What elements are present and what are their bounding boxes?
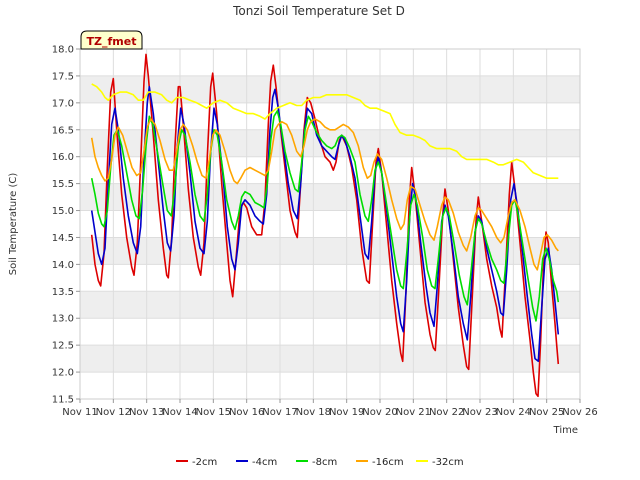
y-axis-label: Soil Temperature (C) [8, 173, 19, 276]
gridlines [79, 48, 581, 400]
y-tick-label: 16.0 [52, 152, 74, 163]
y-tick-label: 14.5 [52, 233, 74, 244]
y-axis-ticks: 11.5 12.0 12.5 13.0 13.5 14.0 14.5 15.0 15.5 16.0… [52, 45, 80, 406]
plot-band [80, 75, 580, 103]
y-tick-label: 15.5 [52, 179, 74, 190]
y-tick-label: 15.0 [52, 206, 74, 217]
x-tick-label: Nov 26 [562, 407, 597, 418]
x-tick-label: Nov 21 [396, 407, 431, 418]
x-tick-label: Nov 12 [96, 407, 131, 418]
plot-bands [80, 75, 580, 373]
legend-label: -32cm [432, 457, 464, 468]
series-line-8cmcm [90, 110, 560, 322]
series-line-32cmcm [91, 83, 559, 179]
x-tick-label: Nov 17 [262, 407, 297, 418]
x-axis-label: Time [553, 425, 578, 436]
series-line-2cmcm [90, 53, 560, 398]
legend-item: -4cm [236, 457, 277, 468]
x-tick-label: Nov 16 [229, 407, 264, 418]
x-tick-label: Nov 18 [296, 407, 331, 418]
x-tick-label: Nov 13 [129, 407, 164, 418]
legend-label: -8cm [312, 457, 337, 468]
series-lines [90, 53, 560, 398]
plot-frame [79, 48, 581, 400]
y-tick-label: 17.0 [52, 98, 74, 109]
plot-band [80, 345, 580, 373]
y-tick-label: 18.0 [52, 45, 74, 56]
x-tick-label: Nov 24 [496, 407, 531, 418]
legend-label: -4cm [252, 457, 277, 468]
y-tick-label: 12.0 [52, 368, 74, 379]
series-line-16cmcm [90, 118, 559, 271]
x-tick-label: Nov 22 [429, 407, 464, 418]
y-tick-label: 17.5 [52, 71, 74, 82]
plot-band [80, 237, 580, 265]
legend-item: -2cm [176, 457, 217, 468]
annotation-box [80, 30, 143, 50]
legend-label: -16cm [372, 457, 404, 468]
y-tick-label: 13.0 [52, 314, 74, 325]
x-tick-label: Nov 25 [529, 407, 564, 418]
x-tick-label: Nov 15 [196, 407, 231, 418]
legend-label: -2cm [192, 457, 217, 468]
x-tick-label: Nov 14 [162, 407, 197, 418]
legend-item: -8cm [296, 457, 337, 468]
legend-item: -16cm [356, 457, 404, 468]
plot-band [80, 183, 580, 211]
y-tick-label: 11.5 [52, 395, 74, 406]
x-tick-label: Nov 19 [329, 407, 364, 418]
y-tick-label: 13.5 [52, 287, 74, 298]
chart-title: Tonzi Soil Temperature Set D [232, 4, 405, 18]
annotation-label: TZ_fmet [87, 35, 137, 48]
y-tick-label: 12.5 [52, 341, 74, 352]
x-tick-label: Nov 20 [362, 407, 397, 418]
x-tick-label: Nov 23 [462, 407, 497, 418]
y-tick-label: 16.5 [52, 125, 74, 136]
y-tick-label: 14.0 [52, 260, 74, 271]
annotation-badge: TZ_fmet [80, 30, 143, 50]
x-tick-label: Nov 11 [62, 407, 97, 418]
legend-item: -32cm [416, 457, 464, 468]
legend: -2cm -4cm -8cm -16cm -32cm [176, 457, 464, 468]
